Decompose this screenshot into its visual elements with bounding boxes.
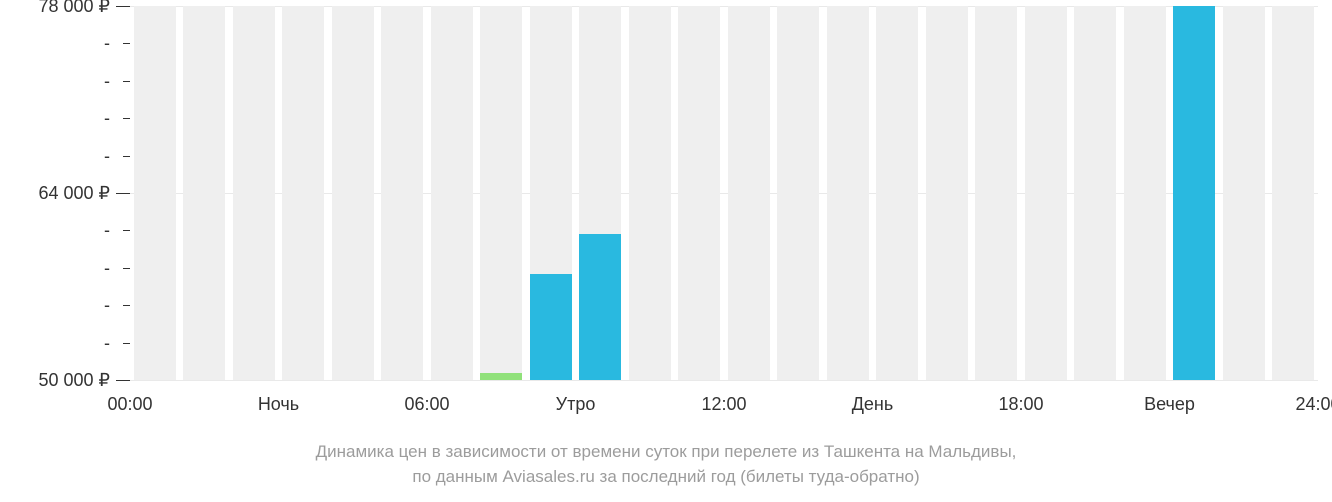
y-tick-mark xyxy=(123,230,130,231)
x-axis-label: Ночь xyxy=(258,394,299,415)
x-axis-label: 24:00 xyxy=(1295,394,1332,415)
y-tick-label: - xyxy=(104,333,110,354)
x-axis-label: 00:00 xyxy=(107,394,152,415)
y-tick-label: - xyxy=(104,108,110,129)
y-tick-mark xyxy=(123,118,130,119)
y-tick-label: - xyxy=(104,258,110,279)
y-axis: 78 000 ₽----64 000 ₽----50 000 ₽ xyxy=(0,6,130,380)
bar-slot-bg xyxy=(381,6,423,380)
bar-slot-bg xyxy=(233,6,275,380)
bar-slot-bg xyxy=(827,6,869,380)
y-tick-mark xyxy=(116,193,130,194)
y-tick-mark xyxy=(123,305,130,306)
bar-slot-bg xyxy=(728,6,770,380)
bar-slot-bg xyxy=(282,6,324,380)
bar-slot-bg xyxy=(134,6,176,380)
caption-line-1: Динамика цен в зависимости от времени су… xyxy=(0,440,1332,465)
bar-slot-bg xyxy=(1124,6,1166,380)
x-axis-label: 06:00 xyxy=(404,394,449,415)
y-tick-label: - xyxy=(104,295,110,316)
bar-slot-bg xyxy=(183,6,225,380)
y-tick-mark xyxy=(123,343,130,344)
x-axis-label: День xyxy=(852,394,894,415)
bar[interactable] xyxy=(579,234,621,380)
chart-container: 78 000 ₽ - - - - 64 000 ₽ - - - - 50 000 ₽ 00:00 Но… xyxy=(0,0,1332,502)
y-tick-label: 50 000 ₽ xyxy=(38,370,110,391)
x-axis: 00:00Ночь06:00Утро12:00День18:00Вечер24:… xyxy=(130,394,1318,424)
bar-slot-bg xyxy=(975,6,1017,380)
bar-slot-bg xyxy=(332,6,374,380)
y-tick-mark xyxy=(116,6,130,7)
x-axis-label: 18:00 xyxy=(998,394,1043,415)
plot-area xyxy=(130,6,1318,380)
y-tick-mark xyxy=(123,43,130,44)
x-axis-label: Утро xyxy=(556,394,596,415)
bar-slot-bg xyxy=(431,6,473,380)
y-tick-label: 78 000 ₽ xyxy=(38,0,110,17)
y-tick-mark xyxy=(123,156,130,157)
bar-slot-bg xyxy=(1223,6,1265,380)
y-tick-label: - xyxy=(104,220,110,241)
bar-slot-bg xyxy=(926,6,968,380)
y-tick-mark xyxy=(123,268,130,269)
y-tick-label: - xyxy=(104,71,110,92)
bar[interactable] xyxy=(480,373,522,380)
y-tick-label: 64 000 ₽ xyxy=(38,183,110,204)
bar-slot-bg xyxy=(777,6,819,380)
bar[interactable] xyxy=(1173,6,1215,380)
bar[interactable] xyxy=(530,274,572,380)
chart-caption: Динамика цен в зависимости от времени су… xyxy=(0,440,1332,489)
bar-slot-bg xyxy=(1025,6,1067,380)
x-axis-label: Вечер xyxy=(1144,394,1195,415)
x-axis-label: 12:00 xyxy=(701,394,746,415)
bar-slot-bg xyxy=(678,6,720,380)
bar-slot-bg xyxy=(876,6,918,380)
bar-slot-bg xyxy=(1272,6,1314,380)
bar-slot-bg xyxy=(1074,6,1116,380)
y-tick-mark xyxy=(123,81,130,82)
y-tick-label: - xyxy=(104,33,110,54)
y-tick-label: - xyxy=(104,146,110,167)
bar-slot-bg xyxy=(480,6,522,380)
caption-line-2: по данным Aviasales.ru за последний год … xyxy=(0,465,1332,490)
y-gridline xyxy=(130,380,1318,381)
bar-slot-bg xyxy=(629,6,671,380)
y-tick-mark xyxy=(116,380,130,381)
